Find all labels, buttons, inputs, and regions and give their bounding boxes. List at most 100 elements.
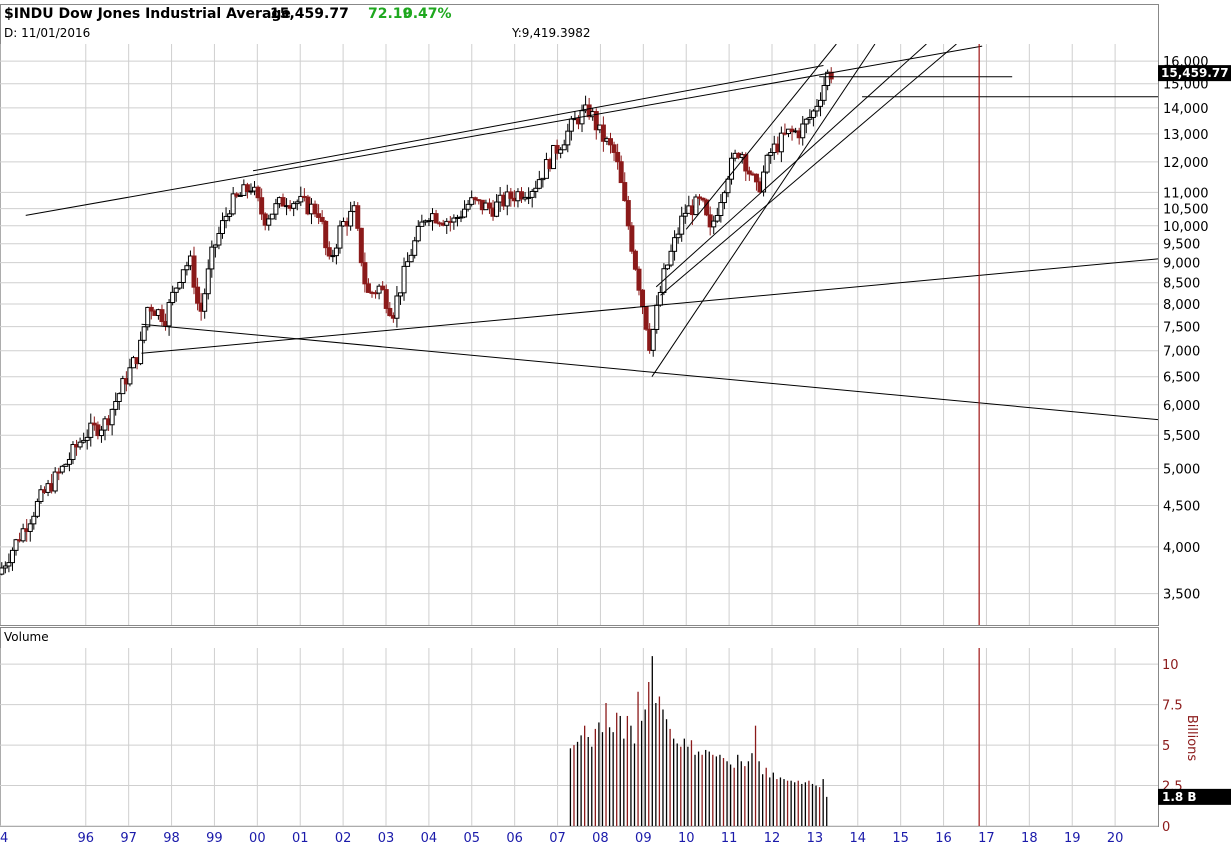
candle-body [230, 193, 236, 215]
candle-body [426, 220, 432, 223]
candle-body [20, 528, 26, 542]
x-tick-label: 99 [206, 831, 223, 846]
price-tick-label: 13,000 [1163, 128, 1209, 143]
candle-body [159, 309, 165, 323]
candle-body [600, 124, 606, 142]
candle-body [166, 302, 172, 327]
candle-body [764, 154, 770, 173]
candle-body [380, 285, 386, 291]
price-tick-label: 4,000 [1163, 541, 1200, 556]
candle-body [458, 216, 464, 219]
candle-body [565, 130, 571, 146]
trendline [141, 258, 1158, 354]
candle-body [280, 197, 286, 207]
candle-body [615, 151, 621, 163]
candle-body [465, 203, 471, 210]
candle-body [387, 307, 393, 317]
candle-body [98, 429, 104, 437]
candle-body [810, 110, 816, 118]
candle-body [319, 216, 325, 222]
candle-body [778, 132, 784, 153]
candle-body [668, 250, 674, 266]
trendline [252, 65, 824, 172]
candle-body [244, 184, 250, 192]
candle-body [700, 197, 706, 201]
price-tick-label: 6,000 [1163, 399, 1200, 414]
candle-body [551, 144, 557, 170]
candle-body [120, 378, 126, 395]
candle-body [109, 408, 115, 426]
candle-body [216, 233, 222, 246]
price-panel[interactable]: 3,500 4,000 4,500 5,000 5,500 6,000 6,500 7,000… [0, 4, 1231, 626]
candle-body [643, 306, 649, 330]
x-tick-label: 15 [892, 831, 909, 846]
candle-body [693, 196, 699, 216]
candle-body [127, 367, 133, 385]
candle-body [255, 186, 261, 199]
candle-body [540, 177, 546, 181]
candle-body [704, 199, 710, 216]
trendline [25, 45, 983, 216]
price-change-pct: 0.47% [403, 6, 452, 22]
candle-body [672, 237, 678, 252]
price-tick-label: 3,500 [1163, 588, 1200, 603]
price-tick-label: 10,000 [1163, 220, 1209, 235]
candle-body [746, 170, 752, 175]
candle-body [34, 500, 40, 517]
last-price-tag [1158, 65, 1231, 82]
candle-body [148, 306, 154, 312]
candle-body [462, 208, 468, 218]
candle-body [828, 71, 834, 80]
candle-body [486, 202, 492, 209]
candle-body [141, 326, 147, 341]
candle-body [611, 144, 617, 153]
candle-body [618, 161, 624, 184]
candle-body [116, 393, 122, 402]
candle-body [711, 220, 717, 228]
candle-body [13, 539, 19, 551]
x-tick-label: 18 [1021, 831, 1038, 846]
candle-body [561, 144, 567, 151]
candle-body [170, 291, 176, 304]
candle-body [529, 190, 535, 198]
candle-body [38, 489, 44, 502]
candle-body [721, 192, 727, 204]
price-tick-label: 4,500 [1163, 500, 1200, 515]
candle-body [312, 203, 318, 215]
price-tick-label: 9,500 [1163, 238, 1200, 253]
candle-body [330, 255, 336, 258]
price-tick-label: 7,000 [1163, 345, 1200, 360]
candle-body [412, 240, 418, 256]
candle-body [212, 244, 218, 248]
candle-body [526, 196, 532, 199]
volume-tick-label: 10 [1162, 658, 1179, 673]
x-tick-label: 00 [249, 831, 266, 846]
price-tick-label: 5,500 [1163, 429, 1200, 444]
price-tick-label: 9,000 [1163, 257, 1200, 272]
candle-body [675, 233, 681, 239]
x-tick-label: 14 [850, 831, 867, 846]
x-tick-label: 04 [421, 831, 438, 846]
price-change: 72.19 [368, 6, 412, 22]
candle-body [66, 458, 72, 465]
candle-body [31, 515, 37, 525]
y-readout: Y:9,419.3982 [511, 26, 591, 40]
candle-body [70, 444, 76, 460]
volume-last-tag [1158, 788, 1231, 805]
candle-body [259, 197, 265, 215]
candle-body [291, 203, 297, 209]
candle-body [59, 465, 65, 473]
candle-body [0, 567, 5, 575]
volume-last-tag-text: 1.8 B [1162, 790, 1197, 804]
candle-body [743, 154, 749, 172]
candle-body [625, 200, 631, 227]
candle-body [266, 218, 272, 226]
candle-body [568, 118, 574, 132]
candle-body [88, 422, 94, 438]
candle-body [469, 197, 475, 205]
candle-body [205, 268, 211, 295]
candle-body [718, 202, 724, 216]
candle-body [654, 304, 660, 330]
trendline [655, 44, 927, 288]
